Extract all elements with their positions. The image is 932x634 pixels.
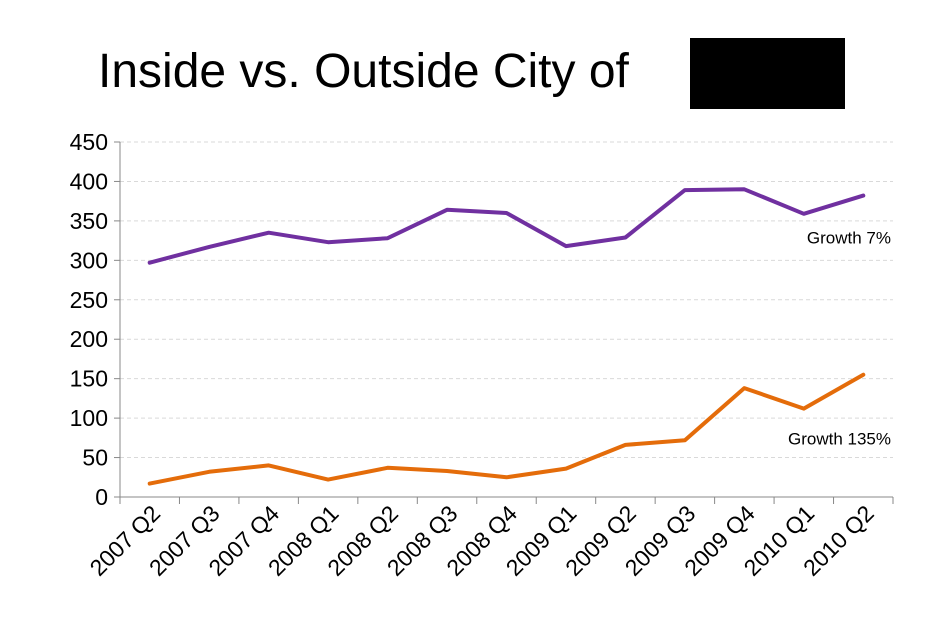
redaction-box	[690, 38, 845, 109]
y-tick-label: 200	[70, 326, 108, 352]
series-line-1	[147, 372, 866, 486]
y-tick-label: 300	[70, 247, 108, 273]
growth-annotation: Growth 7%	[807, 229, 891, 248]
y-tick-labels: 0 50 100 150 200 250 300 350 400 450	[70, 129, 108, 510]
y-tick-label: 50	[82, 445, 108, 471]
gridlines	[120, 141, 893, 459]
y-tick-label: 400	[70, 168, 108, 194]
growth-annotation: Growth 135%	[788, 430, 891, 449]
y-tick-label: 150	[70, 366, 108, 392]
y-tick-label: 0	[95, 484, 108, 510]
axes	[114, 141, 894, 504]
chart-title: Inside vs. Outside City of	[98, 45, 629, 98]
y-tick-label: 250	[70, 287, 108, 313]
series-lines	[147, 187, 866, 486]
y-tick-label: 450	[70, 129, 108, 155]
y-tick-label: 350	[70, 208, 108, 234]
annotations: Growth 7% Growth 135%	[788, 229, 891, 449]
series-line-0	[147, 187, 866, 265]
y-tick-label: 100	[70, 405, 108, 431]
